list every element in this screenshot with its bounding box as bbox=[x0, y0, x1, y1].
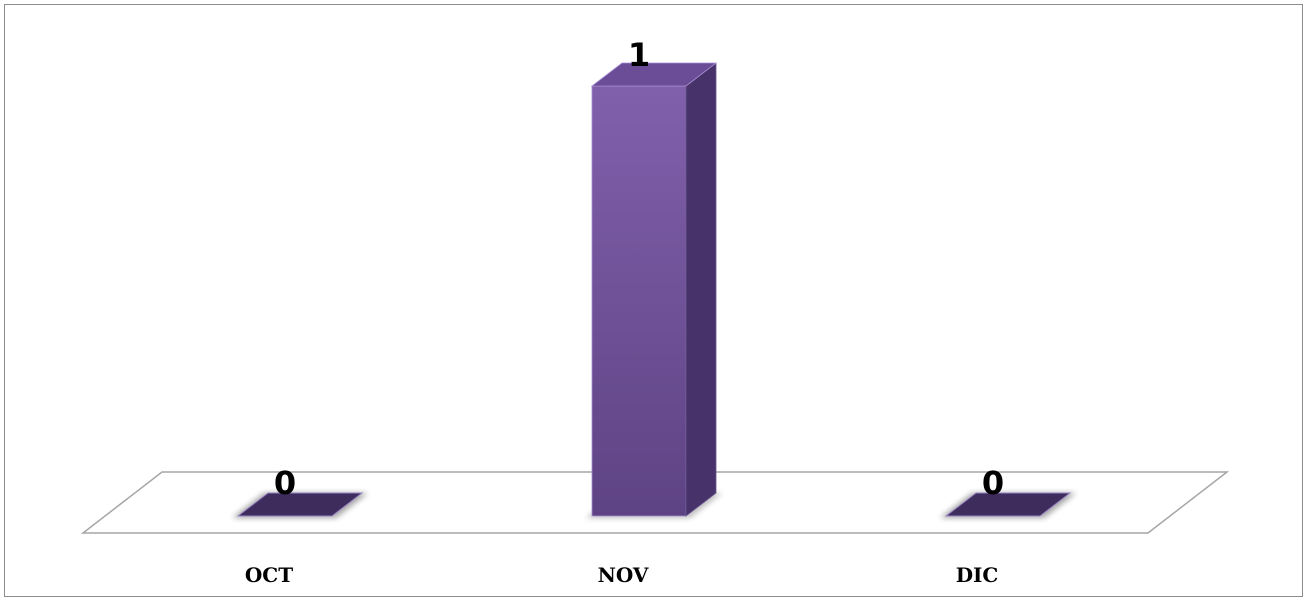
bar-oct-flat bbox=[236, 492, 364, 517]
value-labels-group: 0 1 0 bbox=[274, 36, 1004, 502]
bar-nov-top bbox=[590, 62, 718, 87]
bar-nov-side bbox=[685, 62, 717, 517]
category-label-dic: DIC bbox=[956, 563, 999, 587]
bar-dic-flat bbox=[944, 492, 1072, 517]
value-label-dic: 0 bbox=[982, 464, 1004, 502]
category-label-nov: NOV bbox=[598, 563, 649, 587]
value-label-nov: 1 bbox=[628, 36, 650, 74]
bars-group bbox=[232, 62, 1076, 518]
category-labels-group: OCT NOV DIC bbox=[245, 563, 998, 587]
category-label-oct: OCT bbox=[245, 563, 293, 587]
value-label-oct: 0 bbox=[274, 464, 296, 502]
bar-nov-front bbox=[591, 85, 687, 517]
